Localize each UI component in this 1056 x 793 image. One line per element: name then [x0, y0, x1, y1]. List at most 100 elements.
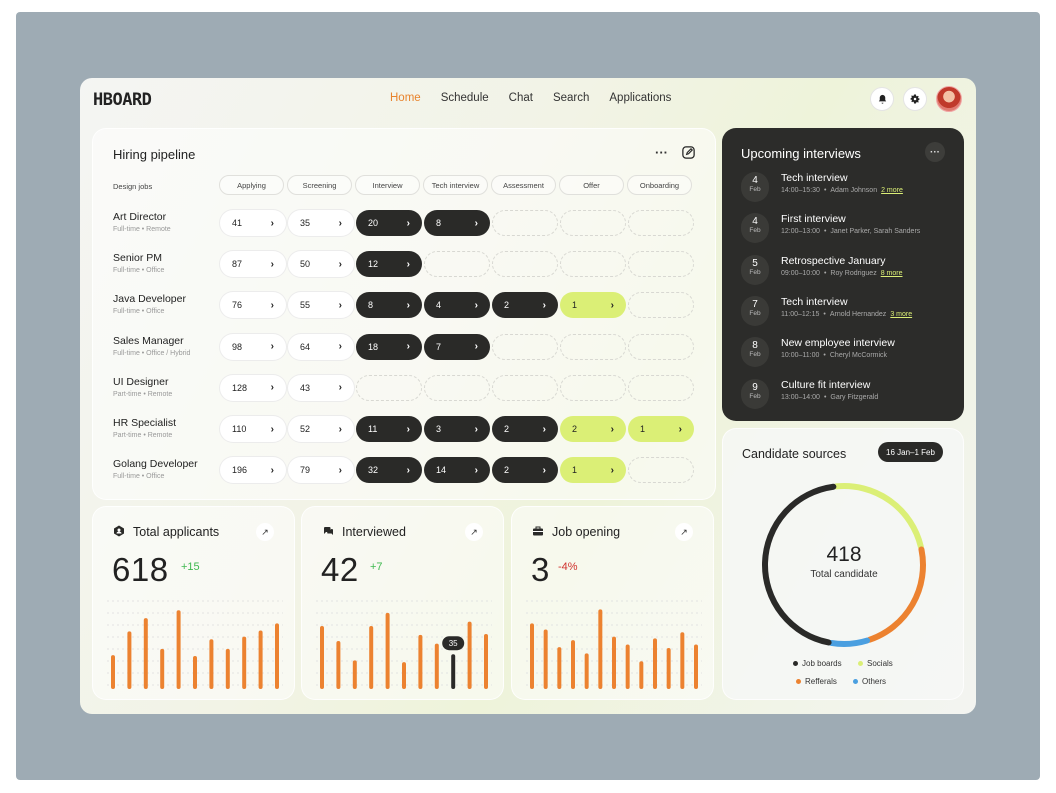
chat-bubbles-icon [323, 527, 333, 535]
interview-name: Tech interview [781, 172, 848, 184]
candidate-count: 35 [300, 218, 311, 228]
pipeline-count-cell[interactable]: 2 › [492, 416, 558, 442]
pipeline-count-cell[interactable]: 14 › [424, 457, 490, 484]
date-range-badge[interactable]: 16 Jan–1 Feb [878, 442, 943, 462]
interview-name: Retrospective January [781, 254, 886, 267]
pipeline-empty-cell [492, 251, 558, 278]
stage-header-interview[interactable]: Interview [355, 175, 420, 195]
stage-header-tech-interview[interactable]: Tech interview [423, 175, 488, 195]
more-attendees-link[interactable]: 3 more [890, 310, 913, 318]
pipeline-count-cell[interactable]: 35 › [288, 210, 354, 236]
pipeline-count-cell[interactable]: 52 › [288, 416, 354, 442]
stage-header-onboarding[interactable]: Onboarding [627, 175, 692, 195]
job-label[interactable]: Golang Developer Full-time • Office [113, 458, 198, 480]
pipeline-count-cell[interactable]: 1 › [628, 416, 694, 442]
interview-item[interactable]: 4 Feb Tech interview 14:00–15:30 • Adam Johns… [741, 172, 951, 204]
pipeline-count-cell[interactable]: 11 › [356, 416, 422, 442]
stage-header-screening[interactable]: Screening [287, 175, 352, 195]
nav-applications[interactable]: Applications [609, 92, 672, 104]
interview-item[interactable]: 7 Feb Tech interview 11:00–12:15 • Arnold Her… [741, 295, 951, 328]
pipeline-count-cell[interactable]: 2 › [560, 416, 626, 442]
user-avatar[interactable] [936, 86, 962, 112]
edit-icon[interactable] [681, 145, 696, 160]
pipeline-count-cell[interactable]: 4 › [424, 292, 490, 319]
pipeline-empty-cell [424, 374, 490, 401]
nav-schedule[interactable]: Schedule [440, 92, 489, 104]
interview-day: 4 [752, 175, 758, 186]
donut-segment-others[interactable] [828, 637, 871, 647]
stage-header-assessment[interactable]: Assessment [491, 175, 556, 195]
pipeline-count-cell[interactable]: 98 › [220, 333, 286, 360]
candidate-count: 98 [232, 341, 243, 352]
interview-item[interactable]: 5 Feb Retrospective January 09:00–10:00 • Roy… [741, 254, 951, 287]
pipeline-count-cell[interactable]: 50 › [288, 251, 354, 278]
pipeline-count-cell[interactable]: 1 › [560, 292, 626, 319]
donut-segment-socials[interactable] [833, 483, 924, 550]
stage-header-applying[interactable]: Applying [219, 175, 284, 195]
logo[interactable]: HBOARD [93, 90, 152, 110]
chevron-right-icon: › [406, 299, 410, 311]
candidate-count: 11 [368, 424, 378, 434]
interview-date-badge: 5 Feb [741, 254, 769, 285]
legend-dot [858, 661, 863, 666]
job-label[interactable]: Sales Manager Full-time • Office / Hybrid [113, 335, 190, 357]
nav-home[interactable]: Home [390, 92, 421, 104]
job-label[interactable]: HR Specialist Part-time • Remote [113, 417, 176, 439]
pipeline-count-cell[interactable]: 8 › [356, 292, 422, 319]
open-arrow-icon[interactable]: ↗ [465, 523, 483, 541]
interviews-more-button[interactable]: ··· [925, 142, 945, 162]
pipeline-count-cell[interactable]: 128 › [220, 374, 286, 401]
legend-dot [796, 679, 801, 684]
interview-date-badge: 7 Feb [741, 295, 769, 326]
legend-job-boards: Job boards [793, 659, 842, 668]
pipeline-count-cell[interactable]: 64 › [288, 333, 354, 360]
pipeline-count-cell[interactable]: 43 › [288, 374, 354, 401]
interview-item[interactable]: 9 Feb Culture fit interview 13:00–14:00 • Gar… [741, 378, 951, 411]
pipeline-count-cell[interactable]: 79 › [288, 457, 354, 484]
pipeline-more-button[interactable]: ··· [655, 145, 668, 160]
briefcase-icon [533, 526, 543, 536]
job-meta: Full-time • Office [113, 267, 165, 275]
pipeline-count-cell[interactable]: 76 › [220, 292, 286, 319]
pipeline-count-cell[interactable]: 41 › [220, 210, 286, 236]
pipeline-count-cell[interactable]: 7 › [424, 333, 490, 360]
donut-segment-refferals[interactable] [866, 546, 926, 643]
pipeline-count-cell[interactable]: 18 › [356, 333, 422, 360]
job-label[interactable]: Senior PM Full-time • Office [113, 252, 164, 274]
more-attendees-link[interactable]: 8 more [880, 269, 903, 277]
pipeline-count-cell[interactable]: 196 › [220, 457, 286, 484]
open-arrow-icon[interactable]: ↗ [675, 523, 693, 541]
chevron-right-icon: › [474, 299, 478, 311]
interview-name: New employee interview [781, 337, 895, 350]
more-attendees-link[interactable]: 2 more [881, 187, 903, 194]
donut-segment-job-boards[interactable] [762, 483, 837, 646]
candidate-count: 2 [504, 424, 510, 434]
job-label[interactable]: UI Designer Part-time • Remote [113, 376, 172, 398]
pipeline-count-cell[interactable]: 110 › [220, 416, 286, 442]
pipeline-count-cell[interactable]: 20 › [356, 210, 422, 236]
job-label[interactable]: Art Director Full-time • Remote [113, 211, 171, 233]
candidate-count: 18 [368, 341, 379, 352]
interview-item[interactable]: 8 Feb New employee interview 10:00–11:00 • Ch… [741, 337, 951, 369]
settings-button[interactable] [903, 87, 927, 111]
candidate-count: 87 [232, 259, 243, 270]
job-opening-bar-chart [526, 600, 702, 689]
pipeline-count-cell[interactable]: 3 › [424, 416, 490, 442]
nav-search[interactable]: Search [552, 92, 590, 104]
pipeline-count-cell[interactable]: 32 › [356, 457, 422, 484]
pipeline-count-cell[interactable]: 2 › [492, 457, 558, 484]
pipeline-count-cell[interactable]: 8 › [424, 210, 490, 236]
interview-item[interactable]: 4 Feb First interview 12:00–13:00 • Janet Par… [741, 213, 951, 245]
job-label[interactable]: Java Developer Full-time • Office [113, 293, 186, 315]
nav-chat[interactable]: Chat [508, 92, 533, 104]
open-arrow-icon[interactable]: ↗ [256, 523, 274, 541]
pipeline-count-cell[interactable]: 87 › [220, 251, 286, 278]
notifications-button[interactable] [870, 87, 894, 111]
stage-header-offer[interactable]: Offer [559, 175, 624, 195]
pipeline-count-cell[interactable]: 1 › [560, 457, 626, 484]
pipeline-count-cell[interactable]: 2 › [492, 292, 558, 319]
candidate-count: 55 [300, 300, 311, 311]
pipeline-count-cell[interactable]: 12 › [356, 251, 422, 278]
interview-day: 5 [752, 257, 758, 269]
pipeline-count-cell[interactable]: 55 › [288, 292, 354, 319]
